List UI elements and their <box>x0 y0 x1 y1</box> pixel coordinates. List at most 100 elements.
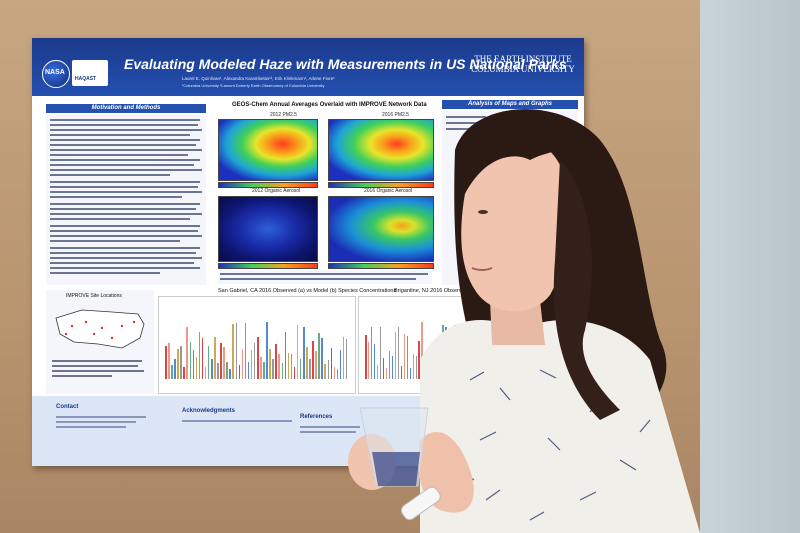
poster-chart-bar <box>293 367 296 379</box>
poster-chart-bar <box>207 346 210 379</box>
poster-chart-bar <box>177 348 179 379</box>
site-locations-title: IMPROVE Site Locations <box>66 293 122 299</box>
poster-chart-bar <box>198 331 201 379</box>
poster-chart-bar <box>397 327 400 379</box>
poster-chart-bar <box>272 359 274 379</box>
poster-chart-bar <box>232 324 234 379</box>
poster-chart-bar <box>385 368 388 379</box>
poster-chart-bar <box>367 342 370 379</box>
poster-chart-bar <box>214 337 216 379</box>
us-site-map-icon <box>55 309 145 349</box>
poster-chart-bar <box>342 336 345 379</box>
poster-chart-bar <box>365 334 367 379</box>
section-head-analysis: Analysis of Maps and Graphs <box>442 100 578 109</box>
poster-chart-bar <box>333 366 336 379</box>
poster-chart-bar <box>183 367 185 379</box>
poster-chart-bar <box>330 348 333 379</box>
poster-chart-bar <box>370 326 373 379</box>
poster-chart-bar <box>220 342 222 379</box>
poster-chart-bar <box>241 348 244 379</box>
poster-chart-bar <box>324 364 326 379</box>
poster-chart-bar <box>180 345 182 379</box>
poster-chart-bar <box>260 356 262 379</box>
poster-chart-bar <box>253 343 256 379</box>
colorbar-3 <box>218 263 318 269</box>
poster-chart-bar <box>211 359 213 379</box>
earth-institute-logo: THE EARTH INSTITUTE COLUMBIA UNIVERSITY <box>471 54 575 74</box>
colorbar-2 <box>328 182 434 188</box>
poster-chart-bar <box>266 321 268 379</box>
poster-chart-bar <box>409 367 412 379</box>
poster-chart-bar <box>235 322 238 379</box>
poster-chart-bar <box>421 322 423 379</box>
poster-authors: Laurel E. Quinlivan¹, Alexandra Karambel… <box>182 76 335 81</box>
poster-chart-bar <box>165 346 167 379</box>
nasa-logo-icon: NASA <box>42 60 70 88</box>
maps-figure-title: GEOS-Chem Annual Averages Overlaid with … <box>232 102 427 108</box>
poster-chart-bar <box>345 338 348 379</box>
poster-chart-bar <box>171 365 173 379</box>
haqast-logo-icon: HAQAST <box>72 60 108 86</box>
poster-chart-bar <box>400 365 403 379</box>
poster-chart-bar <box>327 359 330 379</box>
poster-chart-bar <box>217 363 219 379</box>
poster-chart-bar <box>174 358 176 379</box>
chart-left <box>158 296 356 394</box>
poster-chart-bar <box>339 350 342 379</box>
poster-chart-bar <box>376 364 379 379</box>
poster-chart-bar <box>263 362 265 379</box>
map-caption <box>218 270 432 284</box>
map-2016-organic <box>328 196 434 262</box>
poster-chart-bar <box>379 326 382 379</box>
poster-chart-bar <box>195 356 198 379</box>
poster-chart-bar <box>406 336 409 379</box>
poster-chart-bar <box>189 341 192 379</box>
poster-chart-bar <box>226 362 228 379</box>
map-2012-organic <box>218 196 318 262</box>
poster-chart-bar <box>418 340 420 379</box>
poster-chart-bar <box>247 361 250 379</box>
references-heading: References <box>300 414 333 420</box>
map-label-4: 2016 Organic Aerosol <box>364 188 413 194</box>
poster-chart-bar <box>204 367 207 379</box>
map-2016-pm25 <box>328 119 434 181</box>
poster-chart-bar <box>391 355 394 379</box>
chart-left-title: San Gabriel, CA 2016 Observed (a) vs Mod… <box>218 288 397 294</box>
colorbar-1 <box>218 182 318 188</box>
colorbar-4 <box>328 263 434 269</box>
poster-chart-bar <box>244 323 247 379</box>
poster-chart-bar <box>281 363 284 379</box>
poster-chart-bar <box>321 338 323 379</box>
poster-chart-bar <box>315 350 317 379</box>
poster-chart-bar <box>318 333 320 379</box>
poster-chart-bar <box>278 354 280 379</box>
poster-chart-bar <box>336 368 339 379</box>
poster-chart-bar <box>299 359 302 379</box>
poster-chart-bar <box>238 364 241 379</box>
poster-chart-bar <box>394 331 397 379</box>
poster-chart-bar <box>303 326 305 379</box>
contact-heading: Contact <box>56 404 79 410</box>
map-label-2: 2016 PM2.5 <box>382 112 409 118</box>
poster-chart-bar <box>192 350 195 379</box>
poster-chart-bar <box>388 350 391 379</box>
poster-chart-bar <box>275 343 277 379</box>
adjacent-wall <box>700 0 800 533</box>
motivation-text-block <box>46 115 206 285</box>
poster-chart-bar <box>287 353 290 379</box>
chart-right-title: Brigantine, NJ 2016 Observed (a) <box>394 288 476 294</box>
poster-chart-bar <box>412 354 415 379</box>
poster-chart-bar <box>257 337 259 379</box>
poster-title: Evaluating Modeled Haze with Measurement… <box>124 56 567 72</box>
poster-chart-bar <box>373 344 376 379</box>
poster-chart-bar <box>168 342 170 379</box>
map-2012-pm25 <box>218 119 318 181</box>
poster-chart-bar <box>186 327 188 379</box>
poster-chart-bar <box>382 358 385 379</box>
poster-chart-bar <box>290 353 293 379</box>
poster-chart-bar <box>296 324 299 379</box>
map-label-3: 2012 Organic Aerosol <box>252 188 301 194</box>
poster-chart-bar <box>201 338 204 379</box>
map-label-1: 2012 PM2.5 <box>270 112 297 118</box>
